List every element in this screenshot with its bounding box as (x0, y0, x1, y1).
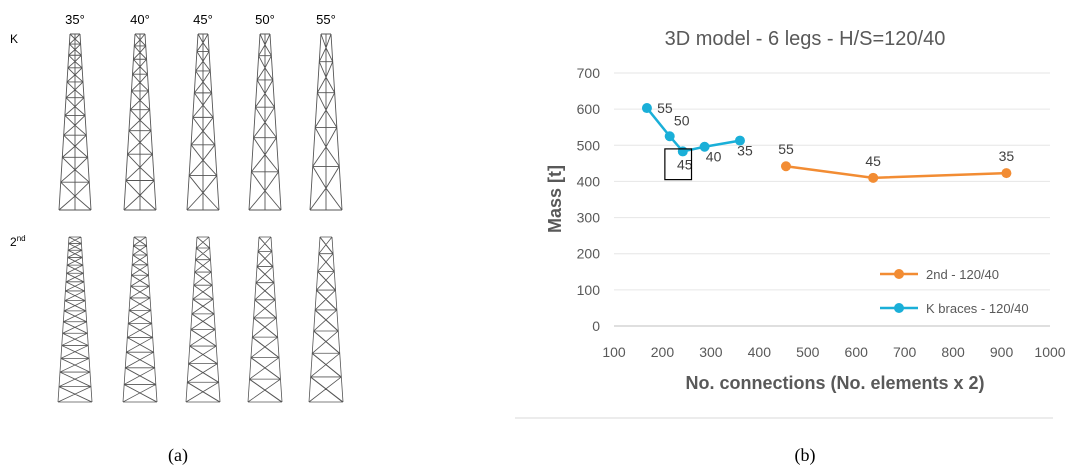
tower-k-4 (309, 33, 343, 211)
data-label: 50 (674, 112, 690, 128)
tower-2nd-4 (308, 236, 344, 403)
legend-swatch-marker (894, 303, 904, 313)
data-label: 45 (865, 153, 881, 169)
tower-k-lattice (186, 33, 220, 211)
data-label: 45 (677, 156, 693, 172)
x-tick-label: 500 (796, 344, 820, 360)
x-tick-label: 100 (602, 344, 626, 360)
tower-k-lattice (58, 33, 92, 211)
towers-k-braces (58, 33, 343, 211)
tower-2nd-lattice (308, 236, 344, 403)
data-point (677, 146, 688, 157)
data-label: 35 (737, 143, 753, 159)
towers-2nd-braces (57, 236, 344, 403)
caption-b: (b) (795, 445, 816, 466)
row-2nd-label-main: 2 (10, 235, 17, 249)
y-tick-labels: 0 100 200 300 400 500 600 700 (577, 65, 601, 334)
y-tick-label: 500 (577, 137, 601, 153)
x-tick-label: 300 (699, 344, 723, 360)
angle-label: 45° (193, 12, 213, 27)
data-point (734, 135, 745, 146)
row-k-label: K (10, 32, 18, 46)
x-axis-title: No. connections (No. elements x 2) (685, 373, 984, 393)
tower-k-1 (123, 33, 157, 211)
panel-a-tower-configurations: 35° 40° 45° 50° 55° K 2nd (a) (10, 12, 344, 466)
data-point (868, 172, 879, 183)
tower-2nd-lattice (185, 236, 221, 403)
data-point (664, 131, 675, 142)
data-label: 40 (706, 149, 722, 165)
legend-swatch-marker (894, 269, 904, 279)
row-2nd-label: 2nd (10, 234, 26, 249)
angle-label: 50° (255, 12, 275, 27)
series-line (785, 165, 1007, 180)
tower-2nd-lattice (57, 236, 93, 403)
legend-entry-1: K braces - 120/40 (880, 301, 1029, 316)
tower-2nd-1 (122, 236, 158, 403)
angle-label: 35° (65, 12, 85, 27)
angle-labels: 35° 40° 45° 50° 55° (65, 12, 336, 27)
angle-label: 55° (316, 12, 336, 27)
caption-a: (a) (168, 445, 188, 466)
x-tick-label: 1000 (1034, 344, 1065, 360)
tower-k-2 (186, 33, 220, 211)
highlight-box-group (664, 148, 693, 181)
chart-gridlines (614, 72, 1050, 327)
x-tick-label: 400 (748, 344, 772, 360)
y-tick-label: 200 (577, 246, 601, 262)
y-tick-label: 100 (577, 282, 601, 298)
data-point (780, 161, 791, 172)
tower-2nd-lattice (122, 236, 158, 403)
x-tick-label: 800 (941, 344, 965, 360)
tower-k-0 (58, 33, 92, 211)
legend-entry-0: 2nd - 120/40 (880, 267, 999, 282)
row-2nd-label-sup: nd (17, 234, 26, 243)
tower-2nd-0 (57, 236, 93, 403)
y-axis-title: Mass [t] (545, 165, 565, 233)
data-label: 55 (778, 141, 794, 157)
chart-title: 3D model - 6 legs - H/S=120/40 (665, 28, 946, 50)
panel-b-mass-chart: 3D model - 6 legs - H/S=120/40 010020030… (515, 28, 1066, 466)
data-point (699, 141, 710, 152)
tower-k-lattice (123, 33, 157, 211)
x-tick-label: 900 (990, 344, 1014, 360)
x-tick-label: 700 (893, 344, 917, 360)
tower-2nd-2 (185, 236, 221, 403)
y-tick-label: 300 (577, 210, 601, 226)
x-tick-label: 600 (845, 344, 869, 360)
series-0: 55 45 35 (778, 141, 1014, 183)
y-tick-label: 700 (577, 65, 601, 81)
x-tick-label: 200 (651, 344, 675, 360)
tower-2nd-lattice (247, 236, 283, 403)
data-point (641, 103, 652, 114)
tower-k-3 (248, 33, 282, 211)
y-tick-label: 400 (577, 173, 601, 189)
legend-label: 2nd - 120/40 (926, 267, 999, 282)
y-tick-label: 600 (577, 101, 601, 117)
tower-2nd-3 (247, 236, 283, 403)
legend-label: K braces - 120/40 (926, 301, 1029, 316)
data-label: 55 (657, 100, 673, 116)
x-tick-labels: 100 200 300 400 500 600 700 800 900 1000 (602, 344, 1065, 360)
data-label: 35 (999, 148, 1015, 164)
angle-label: 40° (130, 12, 150, 27)
tower-k-lattice (248, 33, 282, 211)
data-point (1001, 168, 1012, 179)
tower-k-lattice (309, 33, 343, 211)
highlight-box (664, 148, 693, 181)
chart-legend: 2nd - 120/40 K braces - 120/40 (880, 267, 1029, 316)
y-tick-label: 0 (592, 318, 600, 334)
